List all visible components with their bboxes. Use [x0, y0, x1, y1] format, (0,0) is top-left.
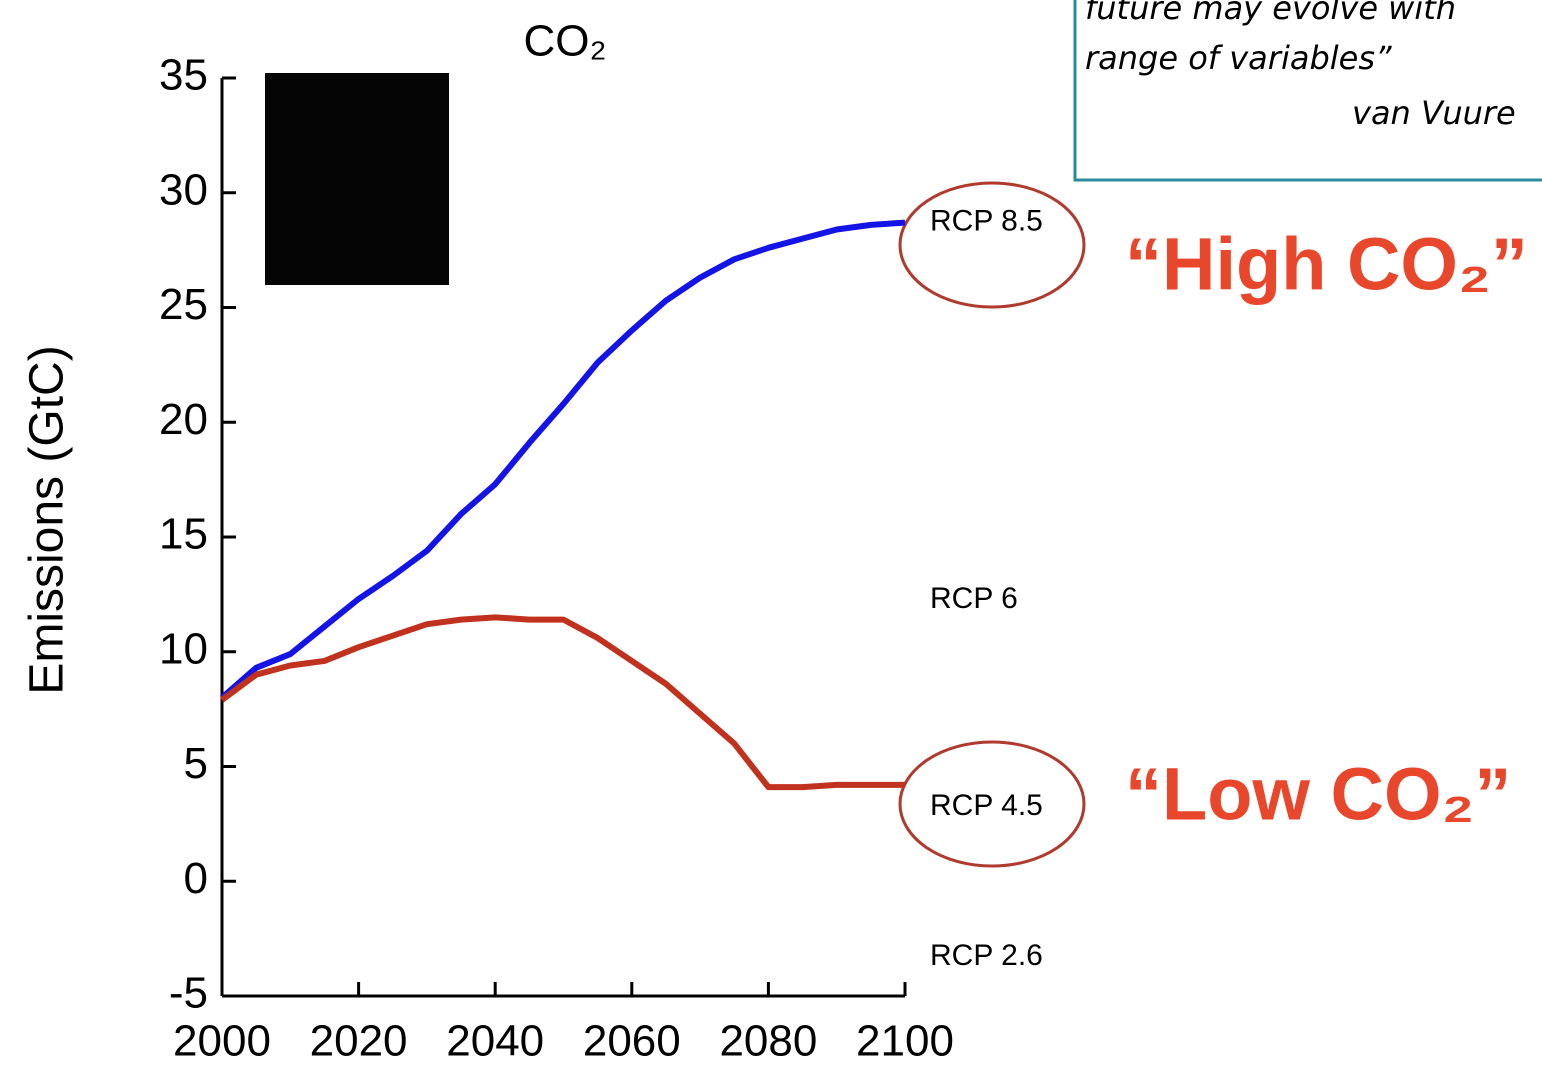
x-tick-label: 2020	[310, 1017, 408, 1066]
quote-line: range of variables”	[1085, 39, 1392, 77]
y-tick-label: 20	[159, 395, 208, 444]
x-tick-label: 2040	[446, 1017, 544, 1066]
highlight-ellipse	[898, 181, 1086, 309]
plot: -5 0 5 10 15 20 25 30 35 2000 2020 2040 2060 2080 2100…	[159, 51, 1043, 1066]
rcp-label: RCP 2.6	[930, 939, 1043, 972]
series-label: RCP 8.5	[930, 205, 1043, 238]
chart-title: CO₂	[523, 17, 606, 66]
y-axis-label: Emissions (GtC)	[21, 345, 74, 694]
series-line	[220, 219, 906, 700]
x-tick-label: 2100	[856, 1017, 954, 1066]
series-label: RCP 4.5	[930, 789, 1043, 822]
x-tick-label: 2080	[719, 1017, 817, 1066]
x-tick-label: 2060	[583, 1017, 681, 1066]
y-tick-label: 10	[159, 624, 208, 673]
rcp-label: RCP 6	[930, 582, 1018, 615]
highlight-ellipse	[898, 740, 1086, 868]
y-tick-label: 25	[159, 280, 208, 329]
quote-line: future may evolve with	[1085, 0, 1456, 27]
y-tick-label: 35	[159, 51, 208, 100]
callout: “High CO₂”	[1125, 223, 1528, 306]
y-tick-label: 15	[159, 510, 208, 559]
callout: “Low CO₂”	[1125, 753, 1511, 836]
x-tick-label: 2000	[173, 1017, 271, 1066]
quote-box	[1073, 0, 1542, 182]
quote-line: van Vuure	[1352, 94, 1516, 132]
inset-image	[265, 73, 449, 285]
series-line	[220, 614, 905, 791]
y-tick-label: 30	[159, 165, 208, 214]
y-tick-label: 5	[184, 739, 208, 788]
y-tick-label: 0	[184, 854, 208, 903]
y-tick-label: -5	[169, 969, 208, 1018]
